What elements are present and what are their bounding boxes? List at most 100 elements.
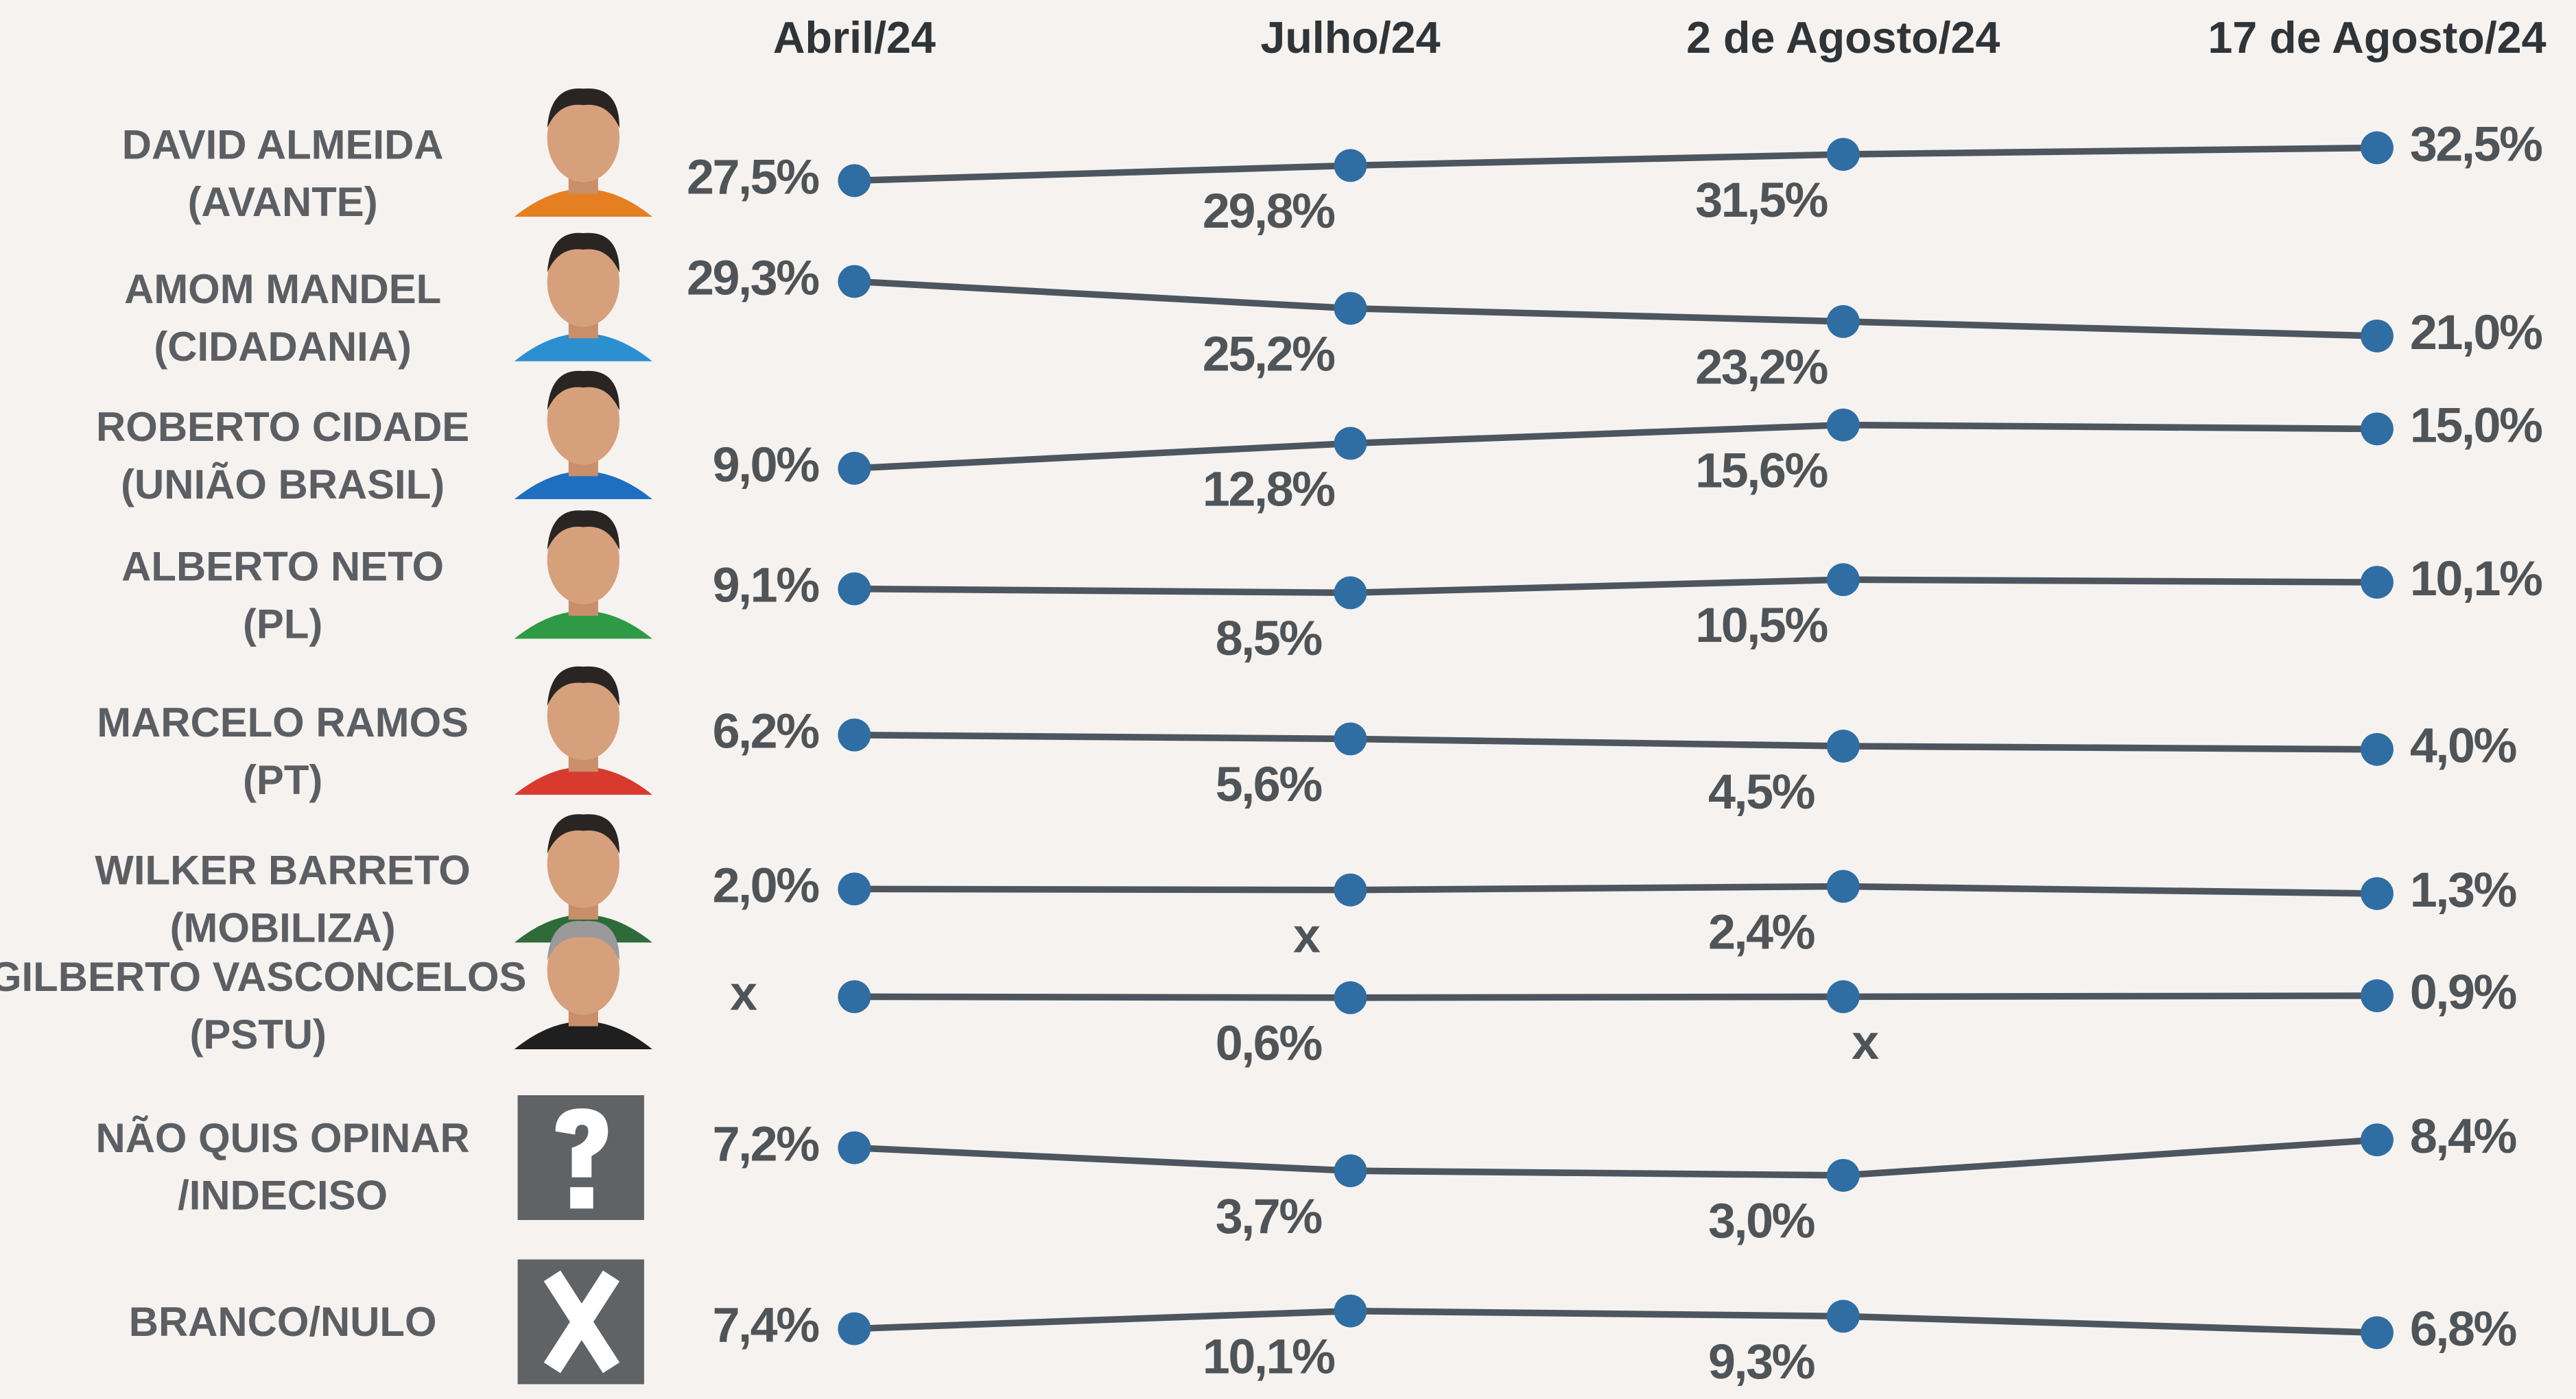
value-label: 2,4% (1708, 905, 1815, 959)
photo-face (547, 926, 619, 1015)
value-label: 8,4% (2410, 1109, 2516, 1164)
data-point (1826, 138, 1860, 171)
candidate-name: BRANCO/NULO (129, 1299, 437, 1345)
data-point (1334, 981, 1367, 1014)
data-point (1334, 1154, 1367, 1188)
data-point (838, 1312, 871, 1346)
value-label: 29,8% (1203, 184, 1334, 239)
value-label: 8,5% (1216, 611, 1322, 666)
value-label: 31,5% (1695, 173, 1827, 228)
value-label: 21,0% (2410, 305, 2542, 360)
photo-hair (547, 920, 619, 961)
value-label: 29,3% (687, 250, 818, 305)
value-label: 25,2% (1203, 326, 1334, 381)
value-label: 5,6% (1216, 757, 1322, 812)
series-line (854, 421, 2378, 472)
series-line (854, 1307, 2378, 1337)
data-point (838, 872, 871, 906)
candidate-party: (PL) (243, 601, 322, 647)
data-point (1334, 1294, 1367, 1328)
value-label: 7,4% (713, 1298, 819, 1352)
data-point (1334, 149, 1367, 182)
photo-shoulders (514, 1021, 652, 1049)
value-label: 0,9% (2410, 965, 2516, 1020)
data-point (1826, 870, 1860, 903)
candidate-photo (514, 88, 652, 217)
photo-face (547, 819, 619, 909)
candidate-party: (UNIÃO BRASIL) (121, 462, 445, 507)
value-label: 6,8% (2410, 1302, 2516, 1356)
candidate-party: (PSTU) (189, 1012, 326, 1057)
series-line (854, 576, 2377, 597)
data-point (1826, 304, 1860, 338)
photo-face (547, 238, 619, 327)
data-point (2361, 1123, 2394, 1157)
value-label: 12,8% (1203, 462, 1334, 516)
candidate-name: ALBERTO NETO (121, 544, 444, 590)
candidate-name: ROBERTO CIDADE (96, 404, 469, 450)
series-line (854, 144, 2378, 184)
value-label: 0,6% (1216, 1016, 1322, 1071)
value-label: 4,0% (2410, 719, 2516, 774)
column-header: 17 de Agosto/24 (2208, 12, 2546, 62)
series-line (1843, 883, 2378, 897)
candidate-party: /INDECISO (178, 1173, 388, 1219)
photo-shoulders (514, 333, 652, 361)
data-point (1826, 563, 1860, 597)
connector (854, 993, 1351, 1001)
connector (1350, 993, 1843, 1001)
column-header: 2 de Agosto/24 (1686, 12, 2000, 62)
photo-shoulders (514, 610, 652, 639)
column-header: Julho/24 (1260, 12, 1440, 62)
data-point (2361, 566, 2394, 599)
value-label: 32,5% (2410, 117, 2542, 171)
column-header: Abril/24 (773, 12, 936, 62)
photo-hair (547, 232, 619, 273)
data-point (1334, 722, 1367, 756)
value-label: 2,0% (713, 858, 819, 913)
value-label: x (730, 966, 757, 1020)
photo-shoulders (514, 189, 652, 217)
candidate-photo (514, 814, 652, 943)
value-label: 6,2% (713, 704, 819, 759)
photo-hair (547, 666, 619, 706)
data-point (1826, 730, 1860, 763)
value-label: 10,5% (1695, 598, 1827, 653)
value-label: 9,3% (1708, 1335, 1815, 1389)
data-point (2361, 979, 2394, 1012)
candidate-party: (CIDADANIA) (154, 324, 412, 370)
value-label: 4,5% (1708, 765, 1815, 820)
data-point (2361, 1316, 2394, 1350)
photo-shoulders (514, 471, 652, 499)
value-label: x (1293, 909, 1321, 964)
candidate-name: NÃO QUIS OPINAR (95, 1115, 469, 1161)
question-icon (517, 1095, 644, 1221)
candidate-photo (514, 920, 652, 1049)
candidate-party: (MOBILIZA) (170, 905, 396, 950)
data-point (838, 164, 871, 198)
data-point (838, 451, 871, 485)
photo-hair (547, 88, 619, 128)
value-label: 7,2% (713, 1117, 819, 1172)
data-point (2361, 877, 2394, 910)
question-mark (555, 1108, 608, 1177)
data-point (1826, 1300, 1860, 1333)
data-point (838, 265, 871, 298)
data-point (838, 572, 871, 606)
value-label: 15,6% (1695, 443, 1827, 498)
value-label: 9,0% (713, 438, 819, 492)
photo-shoulders (514, 767, 652, 795)
candidate-name: MARCELO RAMOS (97, 700, 469, 745)
candidate-name: DAVID ALMEIDA (122, 121, 444, 167)
value-label: 1,3% (2410, 863, 2516, 918)
candidate-name: WILKER BARRETO (95, 848, 470, 894)
photo-face (547, 376, 619, 465)
data-point (1334, 576, 1367, 610)
data-point (2361, 319, 2394, 352)
candidate-photo (514, 232, 652, 361)
candidate-name: AMOM MANDEL (124, 266, 441, 312)
photo-hair (547, 370, 619, 411)
data-point (838, 1131, 871, 1164)
value-label: 15,0% (2410, 398, 2542, 453)
